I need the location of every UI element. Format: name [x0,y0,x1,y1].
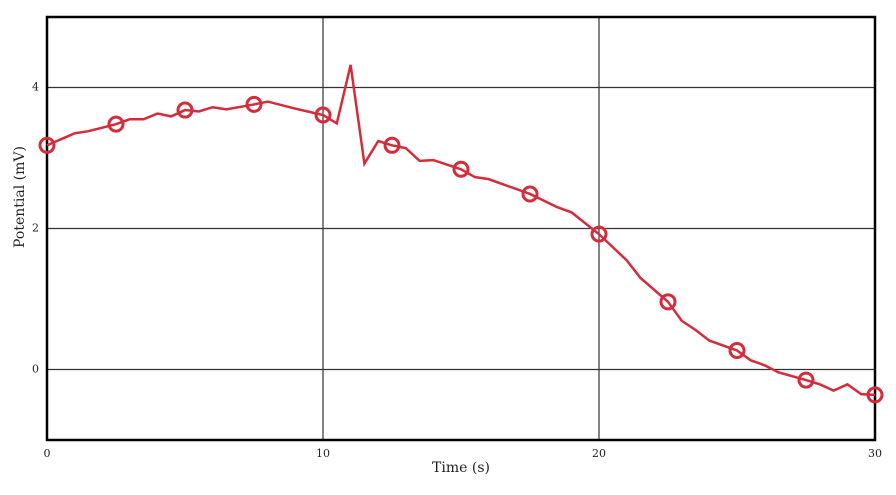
x-tick-label: 20 [592,447,606,460]
data-marker [107,115,125,133]
x-tick-label: 10 [316,447,330,460]
data-line [46,64,876,397]
data-marker [452,160,470,178]
data-marker [590,225,608,243]
y-tick-label: 0 [32,363,39,376]
x-tick-label: 0 [44,447,51,460]
data-marker [314,106,332,124]
y-axis-label: Potential (mV) [12,146,28,248]
y-tick-label: 4 [32,81,39,94]
data-marker [245,95,263,113]
data-marker [38,136,56,154]
data-marker [866,386,884,404]
data-marker [728,341,746,359]
data-marker [521,185,539,203]
data-marker [176,101,194,119]
data-marker [383,136,401,154]
data-marker [797,371,815,389]
data-marker [659,293,677,311]
plot-frame [45,15,877,442]
x-axis-label: Time (s) [432,460,490,476]
y-tick-label: 2 [32,222,39,235]
x-tick-label: 30 [868,447,882,460]
